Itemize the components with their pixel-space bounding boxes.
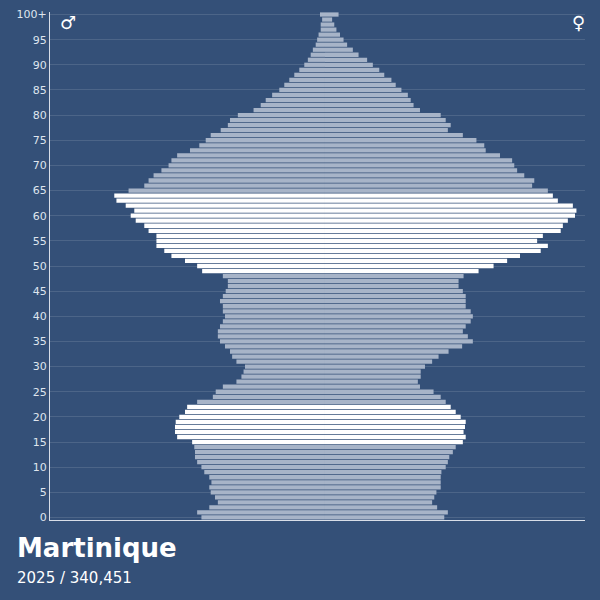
svg-text:65: 65 [33, 184, 47, 197]
svg-text:75: 75 [33, 134, 47, 147]
svg-text:10: 10 [33, 461, 47, 474]
svg-text:50: 50 [33, 260, 47, 273]
svg-text:40: 40 [33, 310, 47, 323]
svg-text:15: 15 [33, 436, 47, 449]
svg-text:90: 90 [33, 59, 47, 72]
svg-text:2025 / 340,451: 2025 / 340,451 [17, 569, 132, 587]
svg-text:20: 20 [33, 411, 47, 424]
svg-text:85: 85 [33, 84, 47, 97]
svg-text:25: 25 [33, 386, 47, 399]
svg-text:0: 0 [40, 511, 47, 524]
svg-text:♂: ♂ [60, 12, 76, 33]
svg-text:♀: ♀ [572, 12, 585, 33]
svg-text:100+: 100+ [17, 8, 47, 21]
svg-text:Martinique: Martinique [17, 533, 177, 563]
svg-text:35: 35 [33, 335, 47, 348]
svg-text:95: 95 [33, 34, 47, 47]
svg-text:30: 30 [33, 360, 47, 373]
svg-text:45: 45 [33, 285, 47, 298]
svg-text:5: 5 [40, 486, 47, 499]
svg-text:80: 80 [33, 109, 47, 122]
svg-text:70: 70 [33, 159, 47, 172]
svg-text:60: 60 [33, 210, 47, 223]
svg-text:55: 55 [33, 235, 47, 248]
